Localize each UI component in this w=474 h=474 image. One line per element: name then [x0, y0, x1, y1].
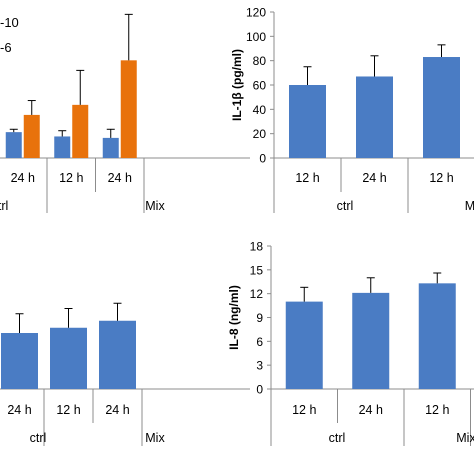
x-tick-label: 24 h	[7, 403, 31, 417]
bar	[352, 292, 390, 389]
bar	[418, 283, 456, 389]
y-tick-label: 18	[250, 240, 264, 254]
y-tick-label: 0	[259, 152, 266, 166]
x-tick-label: 24 h	[359, 403, 383, 417]
bar	[1, 333, 38, 389]
bar	[72, 104, 89, 158]
bar	[5, 132, 22, 158]
y-tick-label: 9	[256, 311, 263, 325]
y-tick-label: 3	[256, 359, 263, 373]
y-tick-label: 0	[256, 383, 263, 397]
bar	[289, 85, 326, 158]
panel-il1b: 0 20 40 60 80 100 120 IL-1β (pg/ml) 12 h 24 h 12 h…	[230, 6, 474, 213]
y-tick-label: 40	[253, 103, 267, 117]
bar	[102, 137, 119, 158]
legend-label-il6: -6	[0, 40, 12, 55]
bar	[54, 136, 71, 158]
y-tick-label: 100	[246, 30, 266, 44]
x-tick-label: 12 h	[429, 171, 453, 185]
y-tick-label: 20	[253, 127, 267, 141]
bar	[356, 76, 393, 158]
y-tick-label: 80	[253, 54, 267, 68]
group-label: M	[465, 199, 474, 213]
x-tick-label: 24 h	[362, 171, 386, 185]
x-tick-label: 12 h	[59, 171, 83, 185]
bar	[50, 327, 87, 389]
bar	[99, 320, 136, 389]
x-tick-label: 24 h	[108, 171, 132, 185]
y-tick-label: 120	[246, 6, 266, 20]
panel-il8: 0 3 6 9 12 15 18 IL-8 (ng/ml) 12 h 24 h 12 h ctrl Mi…	[227, 240, 474, 446]
x-tick-label: 12 h	[56, 403, 80, 417]
group-label: ctrl	[337, 199, 354, 213]
group-label: Mix	[456, 431, 474, 445]
bar	[423, 57, 460, 159]
group-label: Mix	[145, 431, 165, 445]
y-tick-label: 12	[250, 287, 264, 301]
bar	[23, 114, 40, 158]
y-tick-label: 60	[253, 79, 267, 93]
x-tick-label: 24 h	[11, 171, 35, 185]
y-axis-title: IL-1β (pg/ml)	[230, 49, 244, 121]
group-label: Mix	[145, 199, 165, 213]
bar	[285, 301, 323, 389]
y-axis-title: IL-8 (ng/ml)	[227, 285, 241, 350]
bar	[120, 60, 137, 159]
x-tick-label: 12 h	[292, 403, 316, 417]
group-label: ctrl	[0, 199, 8, 213]
group-label: ctrl	[30, 431, 47, 445]
group-label: ctrl	[329, 431, 346, 445]
y-tick-label: 6	[256, 335, 263, 349]
y-tick-label: 15	[250, 263, 264, 277]
x-tick-label: 12 h	[425, 403, 449, 417]
x-tick-label: 24 h	[105, 403, 129, 417]
legend-label-il10: -10	[0, 15, 19, 30]
x-tick-label: 12 h	[295, 171, 319, 185]
